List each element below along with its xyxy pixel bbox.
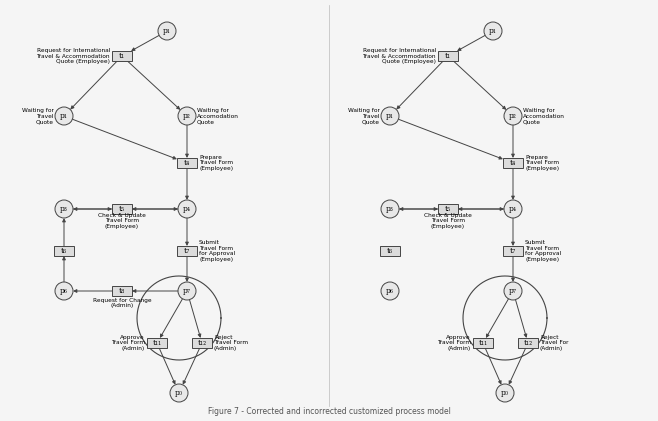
Text: Waiting for
Travel
Quote: Waiting for Travel Quote (348, 108, 380, 124)
Text: t₁₁: t₁₁ (478, 339, 488, 347)
Text: p₀: p₀ (175, 389, 183, 397)
Text: Request for International
Travel & Accommodation
Quote (Employee): Request for International Travel & Accom… (36, 48, 110, 64)
Text: p₁: p₁ (163, 27, 171, 35)
Text: Check & Update
Travel Form
(Employee): Check & Update Travel Form (Employee) (424, 213, 472, 229)
Text: t₆: t₆ (61, 247, 67, 255)
Circle shape (381, 282, 399, 300)
Text: t₇: t₇ (184, 247, 190, 255)
Text: t₁: t₁ (445, 52, 451, 60)
Text: p₃: p₃ (60, 205, 68, 213)
FancyBboxPatch shape (177, 158, 197, 168)
Text: Reject
Travel For
(Admin): Reject Travel For (Admin) (540, 335, 569, 351)
Circle shape (178, 200, 196, 218)
Circle shape (496, 384, 514, 402)
Text: Waiting for
Accomodation
Quote: Waiting for Accomodation Quote (197, 108, 239, 124)
FancyBboxPatch shape (177, 246, 197, 256)
Text: p₄: p₄ (509, 205, 517, 213)
Text: Submit
Travel Form
for Approval
(Employee): Submit Travel Form for Approval (Employe… (525, 240, 561, 262)
Text: t₁₂: t₁₂ (523, 339, 532, 347)
Text: p₇: p₇ (183, 287, 191, 295)
Text: p₃: p₃ (386, 205, 394, 213)
FancyBboxPatch shape (518, 338, 538, 348)
Text: t₁: t₁ (119, 52, 125, 60)
Text: Approve
Travel Form
(Admin): Approve Travel Form (Admin) (437, 335, 471, 351)
Text: p₁: p₁ (386, 112, 394, 120)
FancyBboxPatch shape (438, 51, 458, 61)
Text: p₀: p₀ (501, 389, 509, 397)
Text: t₈: t₈ (119, 287, 125, 295)
FancyBboxPatch shape (54, 246, 74, 256)
Circle shape (504, 282, 522, 300)
FancyBboxPatch shape (112, 204, 132, 214)
Text: t₅: t₅ (445, 205, 451, 213)
Text: Figure 7 - Corrected and incorrected customized process model: Figure 7 - Corrected and incorrected cus… (207, 407, 451, 416)
Text: Approve
Travel Form
(Admin): Approve Travel Form (Admin) (111, 335, 145, 351)
Circle shape (381, 107, 399, 125)
FancyBboxPatch shape (503, 158, 523, 168)
Text: Check & Update
Travel Form
(Employee): Check & Update Travel Form (Employee) (98, 213, 146, 229)
FancyBboxPatch shape (380, 246, 400, 256)
Circle shape (484, 22, 502, 40)
Text: t₁₂: t₁₂ (197, 339, 207, 347)
Text: Reject
Travel Form
(Admin): Reject Travel Form (Admin) (214, 335, 248, 351)
Text: p₂: p₂ (509, 112, 517, 120)
Text: t₄: t₄ (184, 159, 190, 167)
FancyBboxPatch shape (147, 338, 167, 348)
FancyBboxPatch shape (503, 246, 523, 256)
Text: t₁₁: t₁₁ (153, 339, 162, 347)
Circle shape (504, 107, 522, 125)
Text: t₅: t₅ (119, 205, 125, 213)
Circle shape (381, 200, 399, 218)
Text: p₁: p₁ (60, 112, 68, 120)
Text: t₄: t₄ (510, 159, 516, 167)
FancyBboxPatch shape (112, 51, 132, 61)
Circle shape (178, 107, 196, 125)
FancyBboxPatch shape (438, 204, 458, 214)
Text: Submit
Travel Form
for Approval
(Employee): Submit Travel Form for Approval (Employe… (199, 240, 235, 262)
Text: Prepare
Travel Form
(Employee): Prepare Travel Form (Employee) (525, 155, 559, 171)
Text: p₁: p₁ (489, 27, 497, 35)
Circle shape (55, 107, 73, 125)
Text: Request for International
Travel & Accommodation
Quote (Employee): Request for International Travel & Accom… (363, 48, 436, 64)
Text: p₇: p₇ (509, 287, 517, 295)
Circle shape (158, 22, 176, 40)
Text: t₇: t₇ (510, 247, 516, 255)
FancyBboxPatch shape (473, 338, 493, 348)
Circle shape (504, 200, 522, 218)
Text: Waiting for
Travel
Quote: Waiting for Travel Quote (22, 108, 54, 124)
Text: p₆: p₆ (60, 287, 68, 295)
Text: t₆: t₆ (387, 247, 393, 255)
Text: p₄: p₄ (183, 205, 191, 213)
FancyBboxPatch shape (192, 338, 212, 348)
Text: Request for Change
(Admin): Request for Change (Admin) (93, 298, 151, 309)
Text: Prepare
Travel Form
(Employee): Prepare Travel Form (Employee) (199, 155, 233, 171)
Text: p₆: p₆ (386, 287, 394, 295)
Circle shape (55, 282, 73, 300)
Text: p₂: p₂ (183, 112, 191, 120)
FancyBboxPatch shape (112, 286, 132, 296)
Circle shape (178, 282, 196, 300)
Text: Waiting for
Accomodation
Quote: Waiting for Accomodation Quote (523, 108, 565, 124)
Circle shape (170, 384, 188, 402)
Circle shape (55, 200, 73, 218)
